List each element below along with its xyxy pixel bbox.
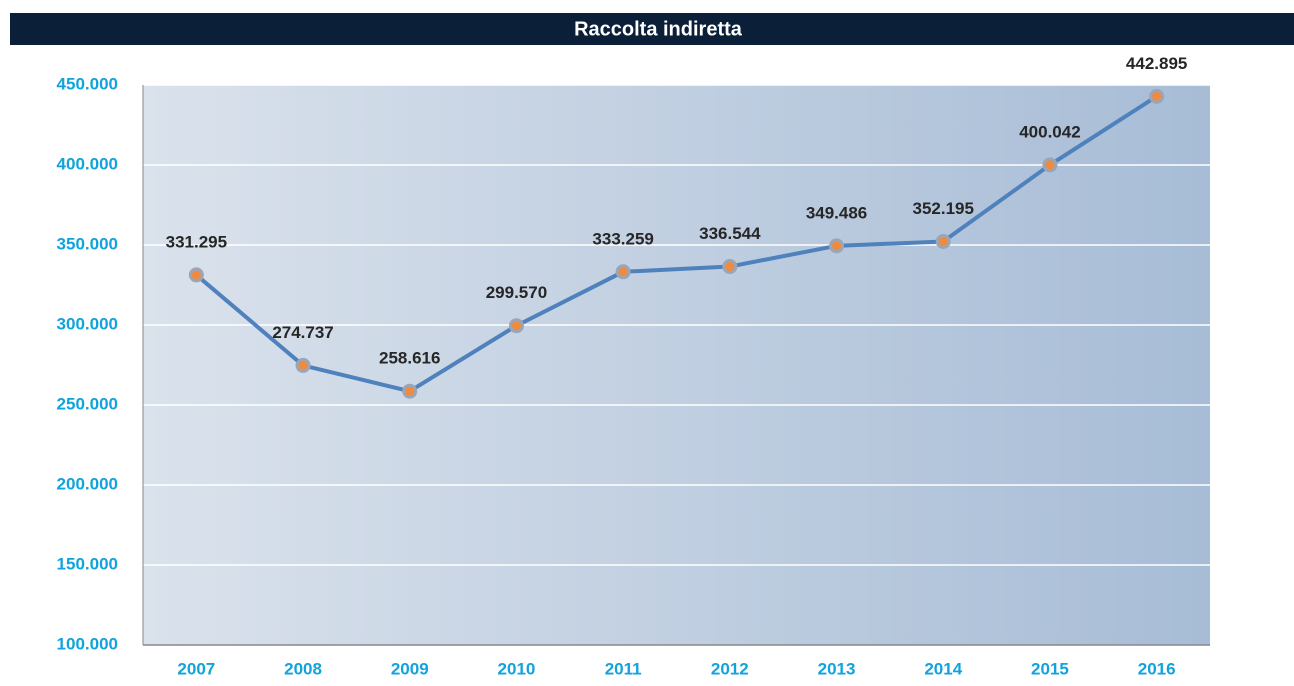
- x-tick-label: 2013: [818, 659, 856, 678]
- x-tick-label: 2014: [924, 659, 962, 678]
- marker: [615, 264, 631, 280]
- y-tick-label: 300.000: [57, 314, 118, 333]
- y-tick-label: 100.000: [57, 634, 118, 653]
- y-tick-label: 400.000: [57, 154, 118, 173]
- data-label: 299.570: [486, 283, 547, 302]
- data-label: 258.616: [379, 349, 440, 368]
- line: [195, 94, 1158, 394]
- data-label: 331.295: [166, 232, 227, 251]
- x-tick-label: 2011: [605, 659, 642, 678]
- title-bar: [10, 13, 1294, 45]
- x-tick-label: 2010: [498, 659, 536, 678]
- x-tick-label: 2015: [1031, 659, 1069, 678]
- marker: [1042, 157, 1058, 173]
- x-tick-label: 2007: [177, 659, 215, 678]
- marker: [722, 259, 738, 275]
- data-label: 349.486: [806, 203, 867, 222]
- data-label: 352.195: [913, 199, 974, 218]
- data-label: 274.737: [272, 323, 333, 342]
- data-label: 333.259: [592, 229, 653, 248]
- data-label: 336.544: [699, 224, 761, 243]
- y-tick-label: 450.000: [57, 74, 118, 93]
- marker: [829, 238, 845, 254]
- data-label: 400.042: [1019, 122, 1080, 141]
- data-label: 442.895: [1126, 54, 1187, 73]
- marker: [295, 357, 311, 373]
- y-tick-label: 200.000: [57, 474, 118, 493]
- y-tick-label: 150.000: [57, 554, 118, 573]
- x-tick-label: 2016: [1138, 659, 1176, 678]
- marker: [402, 383, 418, 399]
- x-tick-label: 2012: [711, 659, 749, 678]
- x-tick-label: 2008: [284, 659, 322, 678]
- y-tick-label: 250.000: [57, 394, 118, 413]
- y-tick-label: 350.000: [57, 234, 118, 253]
- marker: [1149, 88, 1165, 104]
- marker: [188, 267, 204, 283]
- chart-title: Raccolta indiretta: [574, 18, 743, 40]
- marker: [508, 318, 524, 334]
- marker: [935, 233, 951, 249]
- x-tick-label: 2009: [391, 659, 429, 678]
